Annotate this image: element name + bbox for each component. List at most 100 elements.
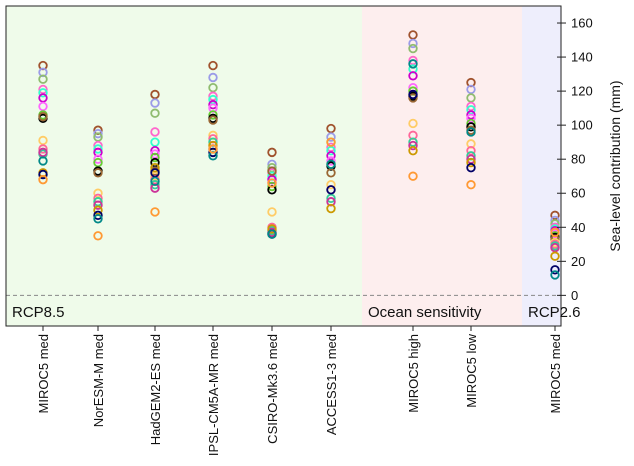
data-point xyxy=(466,113,476,124)
data-point xyxy=(93,197,103,207)
data-point xyxy=(550,210,560,221)
data-point xyxy=(93,128,103,139)
x-tick-label: MIROC5 med xyxy=(548,334,563,413)
data-point xyxy=(93,214,103,224)
data-point xyxy=(466,157,476,168)
data-point xyxy=(408,89,418,100)
data-point xyxy=(408,137,418,147)
y-axis: 0 20 40 60 80 100 120 140 160 xyxy=(557,16,593,303)
data-point xyxy=(466,122,476,132)
data-point xyxy=(267,229,277,239)
y-tick-label: 80 xyxy=(571,152,585,167)
data-point xyxy=(408,71,418,81)
data-point xyxy=(38,174,48,185)
data-point xyxy=(466,101,476,112)
region-labels: RCP8.5 Ocean sensitivity RCP2.6 xyxy=(12,304,581,321)
data-point xyxy=(208,110,218,120)
data-point xyxy=(466,127,476,137)
data-point xyxy=(408,38,418,49)
y-tick-label: 60 xyxy=(571,186,585,201)
region-background xyxy=(362,6,522,326)
x-tick-label: ACCESS1-3 med xyxy=(324,334,339,435)
data-point xyxy=(267,224,277,234)
region-label: RCP8.5 xyxy=(12,304,65,321)
data-point xyxy=(93,168,103,178)
data-point xyxy=(326,159,336,169)
data-point xyxy=(267,163,277,173)
data-point xyxy=(408,93,418,103)
data-point xyxy=(408,30,418,40)
data-point xyxy=(326,137,336,147)
data-point xyxy=(93,144,103,154)
data-point xyxy=(208,94,218,105)
data-point xyxy=(93,157,103,168)
data-point xyxy=(38,88,48,98)
data-point xyxy=(150,149,160,159)
data-point xyxy=(208,100,218,110)
data-point xyxy=(267,147,277,158)
data-point xyxy=(408,43,418,54)
data-point xyxy=(326,180,336,190)
data-point xyxy=(408,140,418,151)
data-point xyxy=(93,210,103,221)
x-tick-label: NorESM-M med xyxy=(91,334,106,427)
data-point xyxy=(466,105,476,115)
data-point xyxy=(38,135,48,146)
data-point xyxy=(326,185,336,195)
data-point xyxy=(150,152,160,163)
x-tick-label: IPSL-CM5A-MR med xyxy=(206,334,221,456)
data-point xyxy=(326,156,336,166)
x-tick-label: MIROC5 low xyxy=(464,333,479,407)
data-point xyxy=(208,115,218,125)
data-point xyxy=(150,171,160,181)
data-point xyxy=(38,93,48,103)
data-point xyxy=(466,154,476,164)
x-tick-label: HadGEM2-ES med xyxy=(148,334,163,445)
y-tick-label: 120 xyxy=(571,84,593,99)
data-point xyxy=(267,181,277,192)
data-point xyxy=(326,123,336,134)
plot-frame xyxy=(5,5,562,327)
data-point xyxy=(550,251,560,261)
data-point xyxy=(93,231,103,241)
data-point xyxy=(408,145,418,156)
region-label: RCP2.6 xyxy=(528,304,581,321)
data-point xyxy=(150,108,160,118)
data-point xyxy=(150,137,160,147)
data-point xyxy=(550,265,560,275)
y-tick-label: 20 xyxy=(571,254,585,269)
data-point xyxy=(208,83,218,93)
data-point xyxy=(408,118,418,129)
y-tick-label: 160 xyxy=(571,16,593,31)
region-backgrounds xyxy=(6,6,561,326)
data-point xyxy=(38,101,48,112)
data-point xyxy=(38,74,48,84)
data-point xyxy=(93,132,103,142)
data-point xyxy=(408,55,418,66)
data-point xyxy=(466,145,476,156)
data-point xyxy=(466,110,476,120)
y-tick-label: 40 xyxy=(571,220,585,235)
data-point xyxy=(550,243,560,253)
data-point xyxy=(150,180,160,190)
data-point xyxy=(150,98,160,108)
data-point xyxy=(208,72,218,83)
data-point xyxy=(326,193,336,204)
region-background xyxy=(522,6,561,326)
data-point xyxy=(150,127,160,137)
data-point xyxy=(466,163,476,173)
data-point xyxy=(38,84,48,95)
data-point xyxy=(93,154,103,164)
data-point xyxy=(208,60,218,71)
data-point xyxy=(38,144,48,154)
data-point xyxy=(38,156,48,166)
region-background xyxy=(6,6,362,326)
x-tick-label: CSIRO-Mk3.6 med xyxy=(265,334,280,444)
data-point xyxy=(93,200,103,210)
data-point xyxy=(38,147,48,158)
data-point xyxy=(208,147,218,158)
data-point xyxy=(408,59,418,69)
data-point xyxy=(150,89,160,100)
data-point xyxy=(326,203,336,214)
